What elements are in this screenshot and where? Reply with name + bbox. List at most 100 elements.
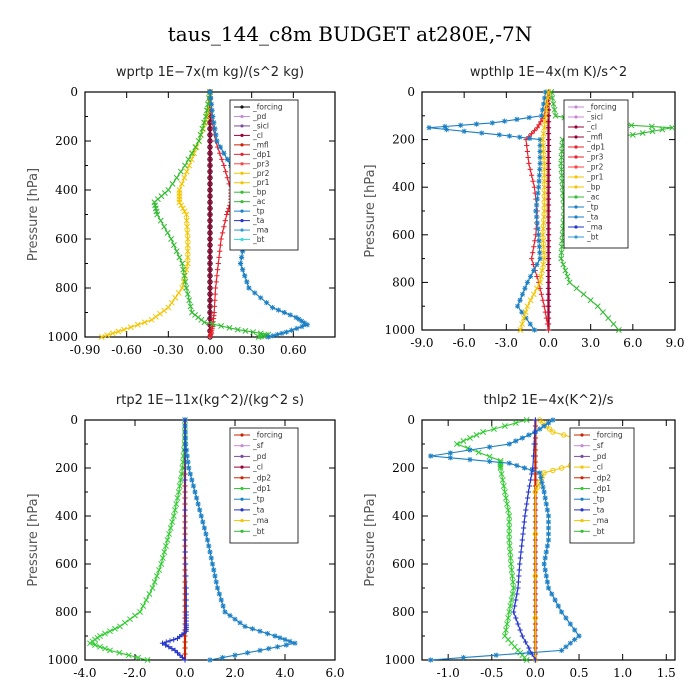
data-point [207,267,213,273]
data-point [487,458,493,464]
data-point [540,297,546,303]
data-point [537,160,543,166]
data-point [211,120,217,126]
data-point [501,489,508,495]
data-point [116,649,123,656]
data-point [167,638,173,644]
data-point [153,573,160,579]
legend-entry: _pd [252,452,267,461]
x-tick-label: -6.0 [453,336,476,350]
data-point [207,224,213,230]
data-point [541,423,547,429]
data-point [224,156,230,162]
data-point [207,549,213,555]
legend-marker [574,185,578,189]
data-point [530,178,536,184]
data-point [211,303,218,309]
legend-marker [580,476,584,480]
data-point [157,217,164,224]
data-point [182,579,188,585]
data-point [182,645,188,651]
legend-marker [240,133,244,137]
data-point [545,327,552,333]
data-point [545,285,552,291]
data-point [207,260,213,267]
data-point [208,555,214,561]
data-point [158,561,165,567]
data-point [659,126,666,133]
data-point [516,567,522,573]
data-point [112,625,118,632]
data-point [134,321,141,328]
data-point [176,254,183,261]
data-point [509,591,516,597]
data-point [538,113,545,119]
data-point [580,291,587,298]
data-point [486,453,493,460]
data-point [209,561,216,567]
data-point [526,483,533,489]
data-point [190,483,197,489]
legend-marker [240,444,244,448]
data-point [544,94,551,101]
data-point [544,100,551,107]
data-point [120,326,127,333]
data-point [560,261,567,268]
legend-entry: _ta [252,216,264,225]
legend-entry: _sf [252,441,264,450]
data-point [514,303,521,309]
data-point [516,573,522,579]
data-point [282,637,288,643]
data-point [255,334,262,340]
data-point [175,289,182,296]
legend-entry: _pr1 [252,178,270,187]
data-point [102,645,108,652]
data-point [224,211,230,218]
data-point [294,325,300,332]
legend-entry: _cl [252,463,263,472]
data-point [563,615,569,621]
data-point [442,123,448,130]
data-point [563,644,569,650]
data-point [274,644,281,650]
data-point [545,202,552,208]
data-point [218,236,224,242]
legend-marker [574,145,578,149]
data-point [501,118,508,124]
legend-entry: _bt [586,233,599,242]
data-point [207,218,213,224]
data-point [539,267,546,274]
chart-panel-3: rtp2 1E−11x(kg^2)/(kg^2 s) Pressure [hPa]… [26,393,345,680]
data-point [187,471,193,477]
legend-entry: _forcing [252,431,283,440]
data-point [535,190,541,196]
data-point [527,297,534,304]
data-point [545,267,552,274]
x-tick-label: 0.00 [197,343,224,357]
data-point [107,647,113,654]
data-point [531,128,538,134]
data-point [264,631,271,637]
data-point [526,645,532,651]
data-point [520,315,527,322]
data-point [244,279,250,285]
data-point [555,603,561,609]
legend-entry: _ma [252,516,269,525]
data-point [541,178,548,185]
data-point [558,166,565,173]
y-axis-label: Pressure [hPa] [363,493,378,586]
data-point [539,136,546,143]
data-point [152,313,159,320]
data-point [539,231,546,238]
data-point [537,250,543,256]
data-point [549,591,555,597]
series-ta [511,417,539,663]
legend-entry: _ta [592,505,604,514]
chart-panel-4: thlp2 1E−4x(K^2)/s Pressure [hPa] 0 200 400 6… [363,393,676,680]
data-point [501,423,508,429]
legend-marker [240,105,244,109]
data-point [178,180,185,187]
data-point [506,609,513,615]
data-point [237,260,244,267]
data-point [567,621,573,627]
